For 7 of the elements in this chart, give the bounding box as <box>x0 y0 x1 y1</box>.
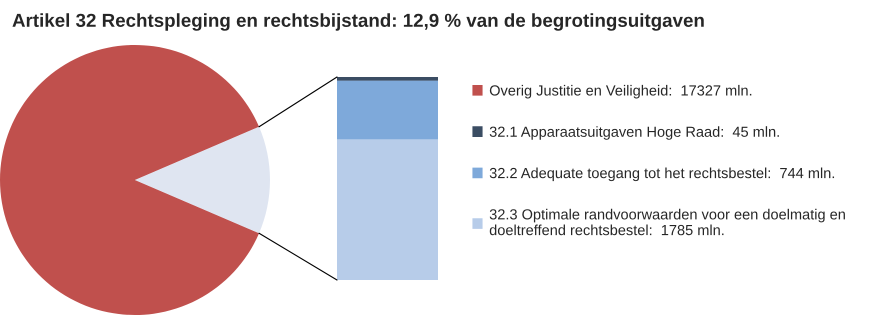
legend-label: Overig Justitie en Veiligheid: 17327 mln. <box>490 84 752 98</box>
pie-slice <box>0 45 260 315</box>
legend-label: 32.3 Optimale randvoorwaarden voor een doelmatig en doeltreffend rechtsbestel: 1785 mln. <box>490 208 845 236</box>
pie-slice <box>135 126 270 234</box>
chart-title: Artikel 32 Rechtspleging en rechtsbijstand: 12,9 % van de begrotingsuitgaven <box>12 13 704 31</box>
legend-label: 32.1 Apparaatsuitgaven Hoge Raad: 45 mln. <box>490 126 779 140</box>
legend-label: 32.2 Adequate toegang tot het rechtsbestel: 744 mln. <box>490 168 834 182</box>
